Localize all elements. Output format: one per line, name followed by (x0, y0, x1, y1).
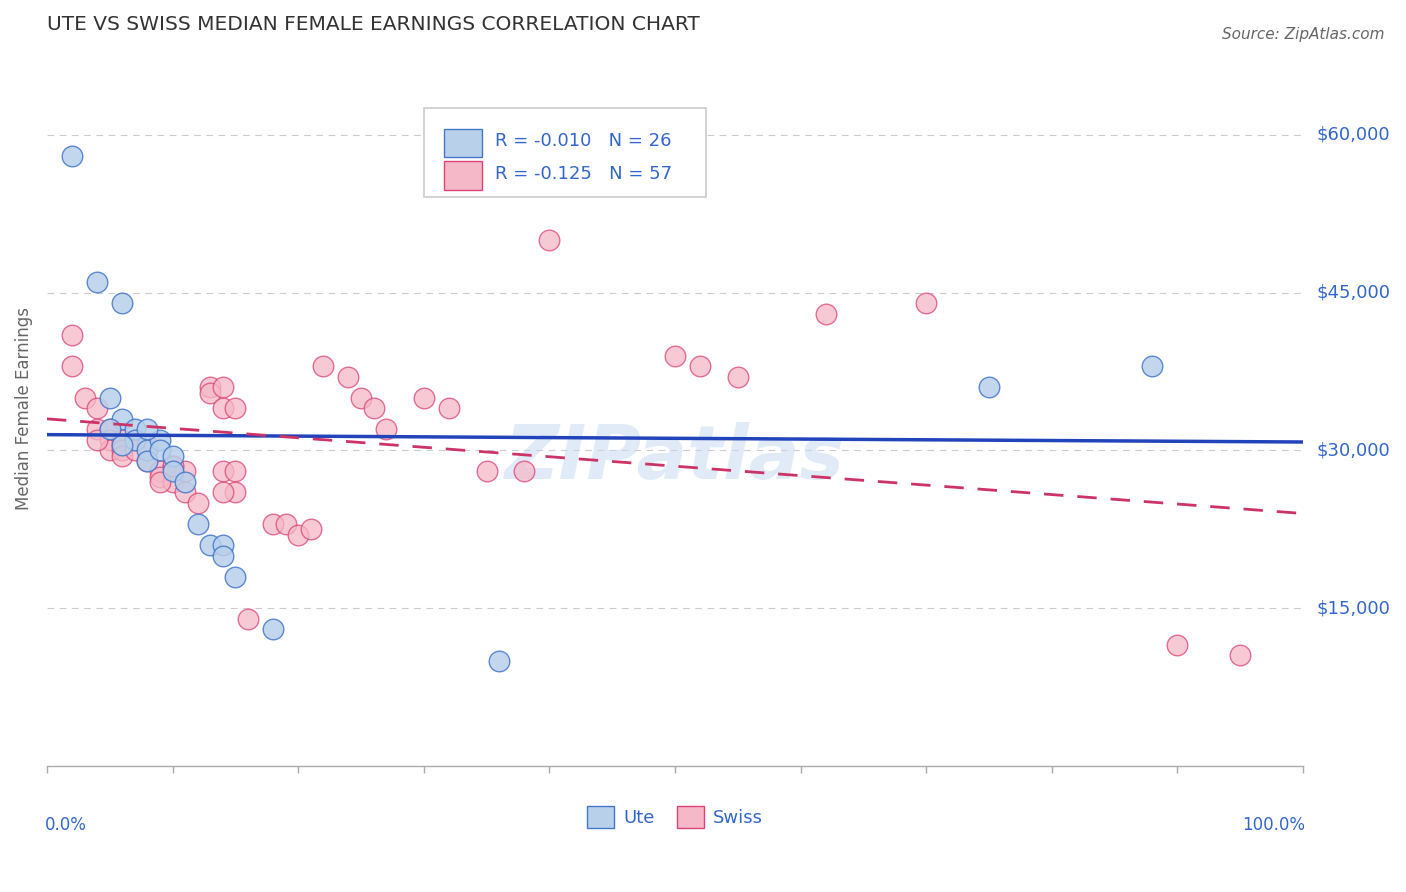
Point (136, 454, 159, 468)
Point (262, 516, 284, 531)
Point (86, 401, 108, 416)
Point (211, 538, 233, 552)
Point (162, 459, 184, 474)
Point (274, 516, 297, 531)
Text: $60,000: $60,000 (1317, 126, 1391, 144)
Point (111, 438, 134, 452)
Point (412, 391, 434, 405)
Point (73, 391, 96, 405)
FancyBboxPatch shape (423, 108, 706, 197)
Text: R = -0.125   N = 57: R = -0.125 N = 57 (495, 165, 672, 183)
Point (98, 443, 121, 458)
Point (111, 443, 134, 458)
Point (224, 465, 246, 479)
Point (299, 522, 322, 536)
Point (915, 296, 938, 310)
Point (162, 475, 184, 489)
Point (86, 275, 108, 289)
Point (350, 391, 373, 405)
Point (98, 422, 121, 436)
Point (162, 459, 184, 474)
Point (1229, 648, 1251, 663)
Point (136, 438, 159, 452)
Point (187, 496, 209, 510)
Point (86, 433, 108, 447)
Text: Source: ZipAtlas.com: Source: ZipAtlas.com (1222, 27, 1385, 42)
Point (124, 443, 146, 458)
Point (136, 454, 159, 468)
Point (149, 433, 172, 447)
Text: 0.0%: 0.0% (45, 816, 86, 834)
Point (437, 401, 460, 416)
Point (136, 422, 159, 436)
Point (538, 233, 561, 247)
Point (149, 465, 172, 479)
Text: UTE VS SWISS MEDIAN FEMALE EARNINGS CORRELATION CHART: UTE VS SWISS MEDIAN FEMALE EARNINGS CORR… (46, 15, 700, 34)
Point (124, 433, 146, 447)
Point (60, 327, 83, 342)
Point (513, 465, 536, 479)
Point (187, 516, 209, 531)
Point (111, 296, 134, 310)
Text: ZIPatlas: ZIPatlas (505, 422, 845, 495)
Point (337, 369, 360, 384)
Point (977, 380, 1000, 394)
Point (488, 654, 510, 668)
Point (162, 465, 184, 479)
Point (224, 485, 246, 500)
Point (60, 359, 83, 374)
Point (224, 569, 246, 583)
Text: $30,000: $30,000 (1317, 442, 1391, 459)
Point (98, 422, 121, 436)
Legend: Ute, Swiss: Ute, Swiss (581, 799, 770, 836)
FancyBboxPatch shape (444, 128, 481, 157)
Point (162, 449, 184, 463)
Point (149, 443, 172, 458)
Point (111, 433, 134, 447)
Text: $15,000: $15,000 (1317, 599, 1391, 617)
Point (98, 433, 121, 447)
Text: 100.0%: 100.0% (1243, 816, 1306, 834)
Point (200, 538, 222, 552)
Point (475, 465, 498, 479)
Point (224, 401, 246, 416)
Point (211, 485, 233, 500)
Point (124, 433, 146, 447)
Point (236, 612, 259, 626)
Point (200, 385, 222, 400)
Point (211, 380, 233, 394)
Point (211, 465, 233, 479)
Point (287, 527, 309, 541)
Text: R = -0.010   N = 26: R = -0.010 N = 26 (495, 132, 672, 150)
Point (149, 469, 172, 483)
Point (200, 380, 222, 394)
Point (111, 438, 134, 452)
Point (136, 443, 159, 458)
Point (211, 549, 233, 563)
Point (60, 149, 83, 163)
Point (174, 475, 197, 489)
Point (149, 475, 172, 489)
Point (111, 412, 134, 426)
Point (689, 359, 711, 374)
Point (664, 349, 686, 363)
Text: $45,000: $45,000 (1317, 284, 1391, 301)
FancyBboxPatch shape (444, 161, 481, 190)
Y-axis label: Median Female Earnings: Median Female Earnings (15, 307, 32, 510)
Point (86, 422, 108, 436)
Point (363, 401, 385, 416)
Point (262, 622, 284, 636)
Point (111, 449, 134, 463)
Point (174, 465, 197, 479)
Point (375, 422, 398, 436)
Point (211, 401, 233, 416)
Point (124, 422, 146, 436)
Point (814, 307, 837, 321)
Point (1166, 638, 1188, 652)
Point (1142, 359, 1164, 374)
Point (312, 359, 335, 374)
Point (174, 485, 197, 500)
Point (727, 369, 749, 384)
Point (98, 391, 121, 405)
